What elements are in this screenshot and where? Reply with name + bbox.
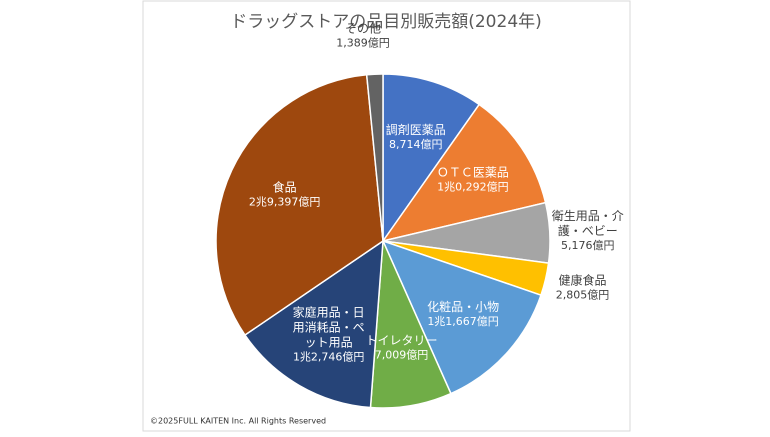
slice-label: 健康食品 bbox=[559, 272, 607, 287]
pie-slice bbox=[243, 239, 384, 409]
slice-label: 化粧品・小物 bbox=[427, 299, 499, 313]
value-label: 2,805億円 bbox=[556, 289, 610, 302]
pie-slice bbox=[382, 73, 481, 244]
slice-label: ＯＴＣ医薬品 bbox=[437, 165, 509, 179]
value-label: 1兆0,292億円 bbox=[437, 181, 509, 194]
pie-slice bbox=[381, 103, 547, 243]
value-label: 2兆9,397億円 bbox=[249, 196, 321, 209]
pie-slice bbox=[215, 73, 384, 337]
pie-slice bbox=[365, 73, 384, 242]
slice-label: トイレタリー bbox=[366, 333, 438, 347]
slice-label-line: 調剤医薬品 bbox=[386, 122, 446, 137]
chart-title: ドラッグストアの品目別販売額(2024年) bbox=[230, 12, 542, 32]
slice-label-line: 健康食品 bbox=[559, 272, 607, 287]
slice-label-line: トイレタリー bbox=[366, 333, 438, 347]
slice-label-line: 家庭用品・日 bbox=[293, 304, 365, 319]
slice-label-line: 衛生用品・介 bbox=[552, 208, 624, 222]
value-label: 1,389億円 bbox=[336, 37, 390, 50]
value-label: 1兆2,746億円 bbox=[293, 350, 365, 363]
slice-label-line: その他 bbox=[345, 21, 381, 35]
slice-label-line: 用消耗品・ペ bbox=[293, 320, 365, 334]
slice-label: 家庭用品・日用消耗品・ペット用品 bbox=[293, 304, 365, 349]
value-label: 5,176億円 bbox=[561, 239, 615, 252]
slice-label-line: 護・ベビー bbox=[558, 222, 618, 237]
slice-label: その他 bbox=[345, 21, 381, 35]
slice-label: 調剤医薬品 bbox=[386, 122, 446, 137]
copyright-note: ©2025FULL KAITEN Inc. All Rights Reserve… bbox=[150, 417, 326, 426]
slice-label: 食品 bbox=[273, 179, 297, 194]
slice-label-line: ット用品 bbox=[305, 335, 353, 349]
value-label: 7,009億円 bbox=[375, 348, 429, 361]
slice-label: 衛生用品・介護・ベビー bbox=[552, 208, 624, 237]
slice-label-line: 食品 bbox=[273, 179, 297, 194]
slice-label-line: 化粧品・小物 bbox=[427, 299, 499, 313]
slice-label-line: ＯＴＣ医薬品 bbox=[437, 165, 509, 179]
value-label: 1兆1,667億円 bbox=[427, 315, 499, 328]
pie-slice bbox=[381, 239, 542, 395]
value-label: 8,714億円 bbox=[389, 138, 443, 151]
